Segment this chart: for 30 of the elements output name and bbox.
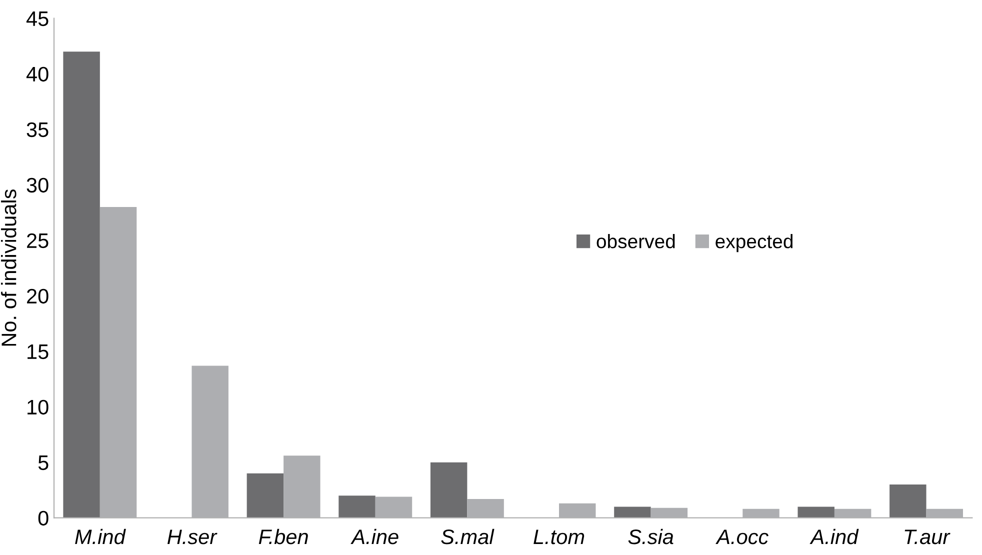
legend-label: expected (716, 234, 792, 252)
y-tick-label: 20 (27, 288, 48, 304)
y-tick-label: 45 (26, 12, 48, 26)
y-tick-label: 30 (26, 178, 48, 193)
x-tick-label: A.ine (350, 528, 398, 544)
y-tick-label: 15 (28, 344, 48, 360)
bar (798, 506, 834, 518)
bar (890, 484, 926, 518)
x-tick-label: S.sia (628, 528, 674, 544)
x-tick-label: A.ind (810, 528, 859, 544)
bar (338, 496, 376, 518)
bar (614, 506, 651, 518)
bar (246, 473, 284, 518)
x-tick-label: T.aur (904, 530, 950, 544)
x-tick-label: H.ser (167, 530, 218, 544)
y-tick-label: 0 (38, 510, 48, 526)
x-tick-label: M.ind (75, 528, 126, 544)
y-tick-label: 40 (26, 66, 48, 82)
x-tick-label: S.mal (441, 528, 494, 544)
y-tick-label: 5 (38, 456, 48, 470)
bar (430, 462, 468, 518)
bar (63, 52, 100, 518)
x-tick-label: A.occ (716, 530, 768, 544)
x-tick-label: L.tom (534, 530, 584, 544)
y-tick-label: 35 (26, 122, 48, 138)
y-tick-label: 25 (27, 233, 48, 248)
y-tick-label: 10 (28, 400, 48, 415)
legend-label: observed (596, 234, 675, 248)
y-axis-title: No. of individuals (1, 189, 16, 346)
x-tick-label: F.ben (258, 528, 308, 544)
